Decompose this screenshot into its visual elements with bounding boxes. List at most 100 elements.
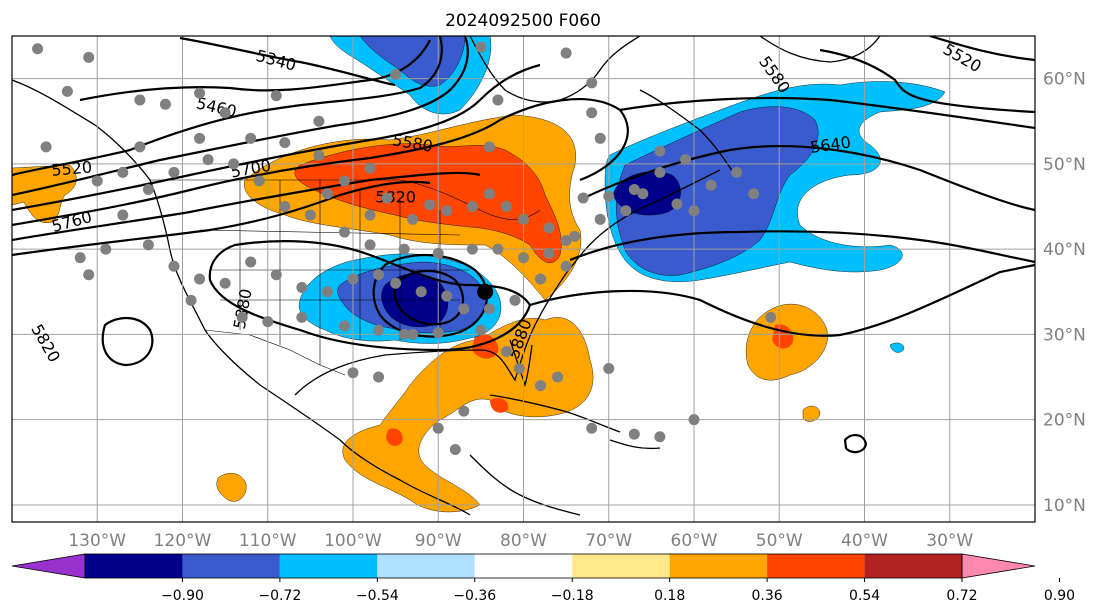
negative-anomaly-greenland [889,342,905,353]
station-dot [492,94,504,106]
cyclone-center-marker [477,283,494,300]
station-dot [483,141,495,153]
lon-tick-label: 120°W [154,531,212,551]
station-dot [134,94,146,106]
station-dot [620,205,632,217]
contour-atlantic-south [529,263,1035,337]
station-dot [364,162,376,174]
contour-label-group: 5520 [51,157,93,179]
station-dot [142,183,154,195]
contour-5760 [12,171,481,242]
station-dot [475,41,487,53]
station-dot [441,205,453,217]
station-dot [518,213,529,225]
latitude-tick-labels: 60°N 50°N 40°N 30°N 20°N 10°N [1043,70,1086,516]
station-dot [313,115,325,127]
station-dot [279,201,291,213]
station-dot [688,205,700,217]
coastline-north-america-west [12,79,471,516]
contour-label-group: 5820 [375,187,416,206]
station-dot [654,431,666,443]
station-dot [569,230,581,242]
station-dot [185,294,197,306]
station-dot [560,260,572,272]
station-dot [347,273,359,285]
station-dot [628,183,640,195]
station-dot [518,252,529,264]
station-dot [304,209,316,221]
station-dot [194,132,206,144]
station-dot [407,213,419,225]
station-dot [321,188,333,200]
station-dot [705,179,717,191]
station-dot [296,311,308,323]
station-dot [219,277,231,289]
station-dot [441,290,453,302]
station-dot [83,269,95,281]
station-dot [398,328,410,340]
station-dot [492,243,504,255]
colorbar [11,553,1036,579]
station-dot [100,243,112,255]
contour-atlantic-ridge [569,230,1035,264]
contour-atlantic-north-3 [819,48,1035,114]
station-markers [32,41,777,456]
colorbar-segment [279,554,378,578]
colorbar-segment [767,554,865,578]
lon-tick-label: 40°W [841,531,888,551]
station-dot [466,243,478,255]
state-borders [150,179,541,376]
lat-tick-label: 50°N [1043,155,1086,175]
colorbar-segment [474,554,573,578]
station-dot [245,256,257,268]
station-dot [731,166,743,178]
contour-atlantic-north-1 [579,144,1035,212]
lon-tick-label: 80°W [500,531,547,551]
station-dot [117,209,129,221]
station-dot [483,188,495,200]
station-dot [458,405,470,417]
station-dot [390,277,402,289]
station-dot [535,380,547,392]
station-dot [415,286,427,298]
colorbar-segment [377,554,475,578]
station-dot [270,269,282,281]
border-lines-us-states [199,180,470,365]
lon-tick-label: 110°W [239,531,297,551]
station-dot [543,222,555,234]
lon-tick-label: 50°W [756,531,803,551]
contour-atlantic-north-2 [619,96,1035,130]
station-dot [194,87,206,99]
station-dot [373,269,385,281]
contour-label: 5520 [51,157,93,179]
colorbar-tick-label: 0.72 [946,588,977,604]
station-dot [603,190,615,202]
station-dot [338,226,350,238]
station-dot [654,145,666,157]
station-dot [202,154,214,166]
station-dot [194,273,206,285]
station-dot [671,198,683,210]
station-dot [321,286,333,298]
station-dot [117,166,129,178]
station-dot [373,371,385,383]
colorbar-tick-labels: −0.90 −0.72 −0.54 −0.36 −0.18 0.18 0.36 0.54 0.7… [161,578,1075,604]
station-dot [543,247,555,259]
colorbar-extend-low [11,553,86,579]
lon-tick-label: 130°W [68,531,126,551]
station-dot [364,239,376,251]
contour-5340 [179,36,396,87]
station-dot [513,363,525,375]
station-dot [432,327,444,339]
lon-tick-label: 70°W [585,531,632,551]
station-dot [91,175,103,187]
colorbar-tick-label: −0.72 [258,588,301,604]
station-dot [603,363,615,375]
station-dot [586,422,598,434]
station-dot [449,444,461,456]
station-dot [594,132,606,144]
station-dot [347,367,359,379]
station-dot [270,90,282,102]
station-dot [338,320,350,332]
